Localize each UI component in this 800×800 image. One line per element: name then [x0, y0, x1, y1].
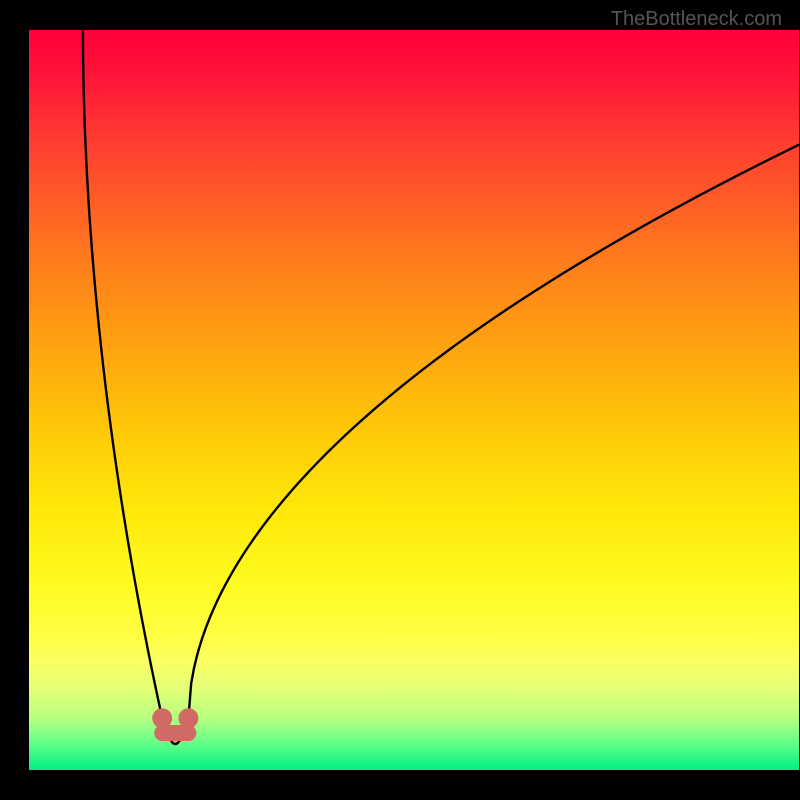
dip-marker-left — [152, 708, 172, 728]
watermark-text: TheBottleneck.com — [611, 8, 782, 31]
bottleneck-chart — [29, 30, 799, 770]
dip-marker-right — [178, 708, 198, 728]
chart-background — [29, 30, 799, 770]
